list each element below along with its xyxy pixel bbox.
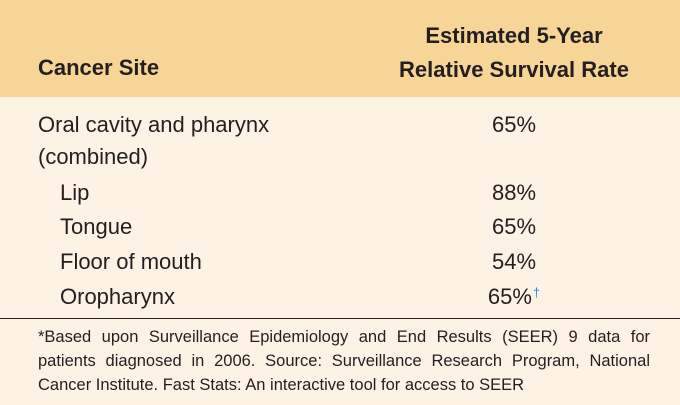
row-site-line2: (combined) bbox=[38, 144, 149, 169]
header-survival-rate: Estimated 5-Year Relative Survival Rate bbox=[352, 19, 676, 87]
row-rate: 65%† bbox=[352, 281, 676, 313]
row-site: Lip bbox=[60, 180, 90, 205]
row-rate: 88% bbox=[491, 180, 537, 205]
table-row: Tongue 65% bbox=[0, 211, 680, 246]
row-site: Floor of mouth bbox=[60, 249, 202, 274]
table-row: Lip 88% bbox=[0, 177, 680, 211]
table-row: Floor of mouth 54% bbox=[0, 246, 680, 281]
dagger-footnote-mark: † bbox=[532, 285, 541, 300]
row-site: Oral cavity and pharynx (combined) bbox=[38, 109, 269, 173]
table-row: Oropharynx 65%† bbox=[0, 281, 680, 316]
footnote-divider bbox=[0, 318, 680, 319]
header-survival-rate-line1: Estimated 5-Year bbox=[425, 23, 603, 48]
header-cancer-site: Cancer Site bbox=[38, 55, 160, 80]
row-rate: 65% bbox=[491, 214, 537, 239]
table-body: Oral cavity and pharynx (combined) 65% L… bbox=[0, 109, 680, 316]
table-header: Cancer Site Estimated 5-Year Relative Su… bbox=[0, 0, 680, 97]
row-site: Oropharynx bbox=[60, 284, 175, 309]
row-site: Tongue bbox=[60, 214, 133, 239]
row-rate-value: 65% bbox=[487, 284, 532, 309]
header-survival-rate-line2: Relative Survival Rate bbox=[399, 57, 629, 82]
row-rate: 54% bbox=[491, 249, 537, 274]
table-row: Oral cavity and pharynx (combined) 65% bbox=[0, 109, 680, 177]
row-site-line1: Oral cavity and pharynx bbox=[38, 112, 270, 137]
footnote: *Based upon Surveillance Epidemiology an… bbox=[38, 328, 650, 394]
row-rate: 65% bbox=[491, 112, 537, 137]
